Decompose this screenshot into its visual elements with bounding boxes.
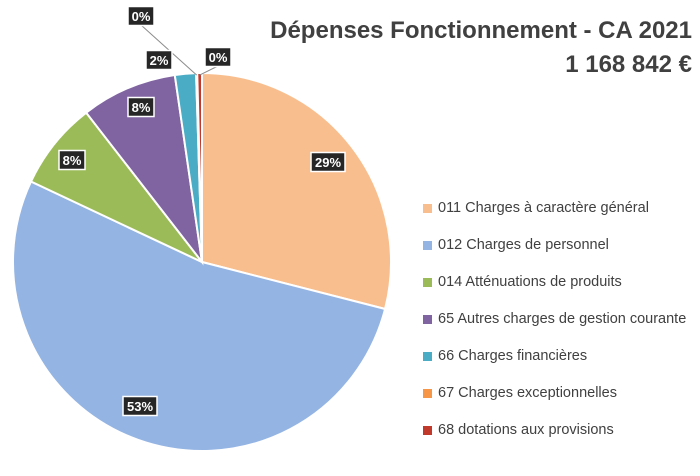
svg-text:0%: 0% — [132, 9, 151, 24]
legend-label: 67 Charges exceptionnelles — [438, 385, 617, 401]
legend-label: 011 Charges à caractère général — [438, 200, 649, 216]
chart-title: Dépenses Fonctionnement - CA 2021 — [270, 17, 692, 44]
svg-text:8%: 8% — [63, 153, 82, 168]
legend-swatch — [423, 278, 432, 287]
data-label-011-charges-a-caractere-general: 29% — [310, 151, 346, 173]
pie-slice-011-charges-a-caractere-general — [201, 71, 392, 311]
legend-swatch — [423, 204, 432, 213]
legend-item-014-attenuations-de-produits: 014 Atténuations de produits — [423, 273, 622, 292]
legend-item-68-dotations-aux-provisions: 68 dotations aux provisions — [423, 421, 614, 440]
legend-item-67-charges-exceptionnelles: 67 Charges exceptionnelles — [423, 384, 617, 403]
legend-swatch — [423, 241, 432, 250]
legend-swatch — [423, 426, 432, 435]
data-label-014-attenuations-de-produits: 8% — [58, 149, 86, 171]
legend-item-012-charges-de-personnel: 012 Charges de personnel — [423, 236, 609, 255]
leader-line-68-dotations-aux-provisions — [199, 65, 219, 76]
pie-slice-68-dotations-aux-provisions — [196, 71, 203, 263]
legend-item-65-autres-charges-de-gestion-courante: 65 Autres charges de gestion courante — [423, 310, 686, 329]
legend-label: 68 dotations aux provisions — [438, 422, 614, 438]
legend-item-011-charges-a-caractere-general: 011 Charges à caractère général — [423, 199, 649, 218]
svg-text:29%: 29% — [315, 155, 341, 170]
pie-slices — [12, 71, 392, 452]
legend-label: 65 Autres charges de gestion courante — [438, 311, 687, 327]
legend-label: 012 Charges de personnel — [438, 237, 609, 253]
legend-label: 014 Atténuations de produits — [438, 274, 622, 290]
svg-text:53%: 53% — [127, 399, 153, 414]
data-label-67-charges-exceptionnelles: 0% — [127, 5, 155, 27]
chart-subtitle: 1 168 842 € — [565, 51, 692, 78]
data-label-65-autres-charges-de-gestion-courante: 8% — [127, 96, 155, 118]
svg-text:0%: 0% — [209, 50, 228, 65]
legend-swatch — [423, 389, 432, 398]
data-labels: 29% 53% 8% 8% 2% 0% 0% — [58, 5, 346, 417]
legend-swatch — [423, 315, 432, 324]
svg-text:2%: 2% — [150, 53, 169, 68]
legend-swatch — [423, 352, 432, 361]
chart-title-block: Dépenses Fonctionnement - CA 2021 1 168 … — [270, 14, 692, 82]
legend-item-66-charges-financieres: 66 Charges financières — [423, 347, 587, 366]
data-label-012-charges-de-personnel: 53% — [122, 395, 158, 417]
data-label-66-charges-financieres: 2% — [145, 49, 173, 71]
svg-text:8%: 8% — [132, 100, 151, 115]
data-label-68-dotations-aux-provisions: 0% — [204, 46, 232, 68]
pie-slice-012-charges-de-personnel — [12, 180, 387, 452]
pie-slice-65-autres-charges-de-gestion-courante — [84, 73, 204, 266]
legend-label: 66 Charges financières — [438, 348, 588, 364]
